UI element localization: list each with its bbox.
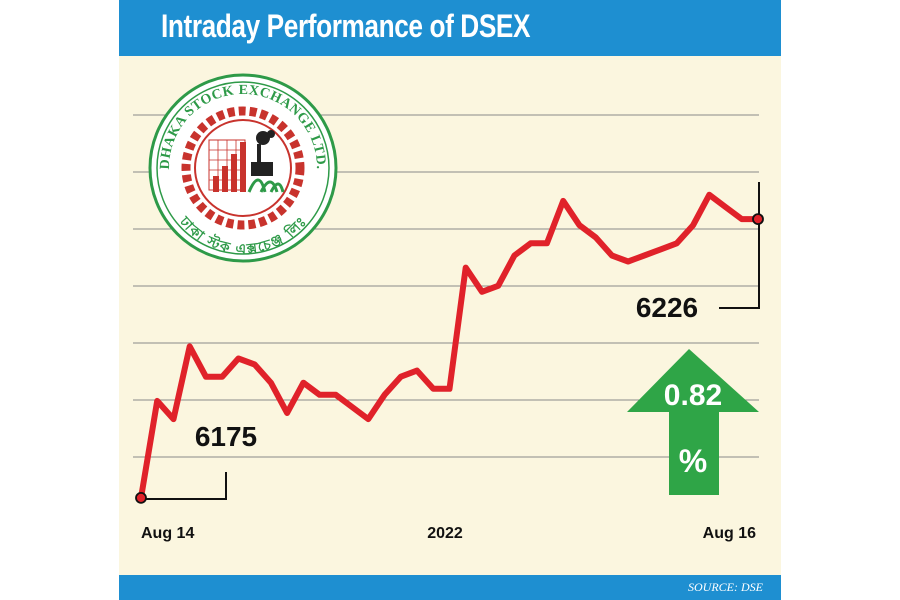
header-bar: Intraday Performance of DSEX: [119, 0, 781, 56]
source-credit: SOURCE: DSE: [688, 580, 763, 594]
change-unit: %: [679, 443, 707, 479]
x-tick-label: Aug 16: [703, 525, 756, 542]
footer-bar: SOURCE: DSE: [119, 575, 781, 600]
start-callout: 6175: [135, 421, 257, 504]
chart-frame: Intraday Performance of DSEX: [119, 0, 781, 600]
start-marker: [135, 491, 147, 504]
dsex-line: [138, 191, 761, 501]
logo-factory-icon: [247, 130, 285, 193]
end-marker: [752, 213, 764, 225]
up-arrow-icon: [627, 349, 759, 495]
dse-logo: DHAKA STOCK EXCHANGE LTD. ঢাকা স্টক এক্স…: [148, 73, 338, 263]
x-axis: Aug 14 2022 Aug 16: [141, 525, 756, 542]
change-value: 0.82: [664, 379, 722, 412]
logo-chart-icon: [208, 139, 246, 192]
change-arrow: 0.82 %: [627, 349, 759, 495]
end-callout: 6226: [636, 182, 764, 323]
start-value-label: 6175: [195, 421, 257, 452]
x-tick-label: 2022: [427, 525, 463, 542]
chart-title: Intraday Performance of DSEX: [161, 8, 531, 44]
chart-area: DHAKA STOCK EXCHANGE LTD. ঢাকা স্টক এক্স…: [133, 73, 764, 542]
end-value-label: 6226: [636, 292, 698, 323]
x-tick-label: Aug 14: [141, 525, 194, 542]
